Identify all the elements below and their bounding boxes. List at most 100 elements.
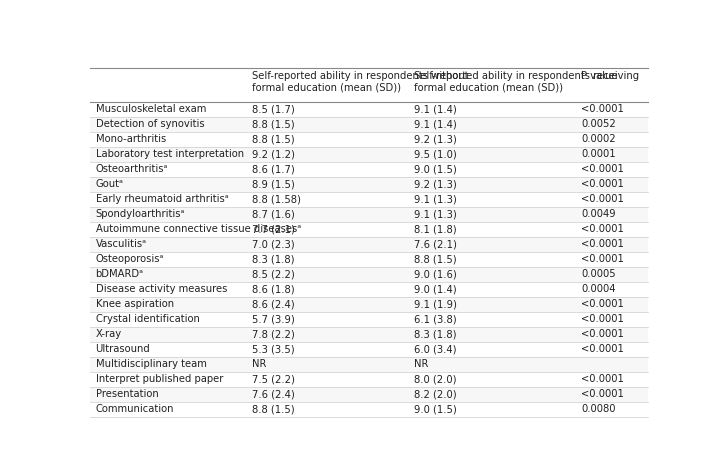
Bar xyxy=(90,221,648,237)
Text: 0.0001: 0.0001 xyxy=(581,149,616,159)
Text: 0.0004: 0.0004 xyxy=(581,284,616,294)
Bar xyxy=(90,191,648,207)
Text: 8.8 (1.5): 8.8 (1.5) xyxy=(252,134,294,144)
Bar xyxy=(90,371,648,387)
Text: 9.0 (1.5): 9.0 (1.5) xyxy=(413,164,456,174)
Text: 9.2 (1.3): 9.2 (1.3) xyxy=(413,179,456,189)
Text: 6.1 (3.8): 6.1 (3.8) xyxy=(413,314,456,324)
Text: 5.7 (3.9): 5.7 (3.9) xyxy=(252,314,294,324)
Text: 8.6 (1.7): 8.6 (1.7) xyxy=(252,164,294,174)
Bar xyxy=(90,117,648,132)
Text: 9.2 (1.2): 9.2 (1.2) xyxy=(252,149,294,159)
Text: 9.1 (1.4): 9.1 (1.4) xyxy=(413,119,456,129)
Text: 9.1 (1.3): 9.1 (1.3) xyxy=(413,209,456,219)
Text: Presentation: Presentation xyxy=(96,389,158,399)
Text: Disease activity measures: Disease activity measures xyxy=(96,284,227,294)
Text: 8.3 (1.8): 8.3 (1.8) xyxy=(252,254,294,264)
Text: <0.0001: <0.0001 xyxy=(581,389,624,399)
Bar xyxy=(90,401,648,417)
Bar xyxy=(90,147,648,162)
Text: P value: P value xyxy=(581,71,618,81)
Text: 9.1 (1.4): 9.1 (1.4) xyxy=(413,104,456,114)
Text: 8.3 (1.8): 8.3 (1.8) xyxy=(413,329,456,339)
Text: Goutᵃ: Goutᵃ xyxy=(96,179,124,189)
Text: 8.8 (1.5): 8.8 (1.5) xyxy=(252,404,294,414)
Text: X-ray: X-ray xyxy=(96,329,122,339)
Text: Multidisciplinary team: Multidisciplinary team xyxy=(96,359,207,369)
Bar xyxy=(90,237,648,252)
Text: 9.1 (1.3): 9.1 (1.3) xyxy=(413,194,456,204)
Text: 9.1 (1.9): 9.1 (1.9) xyxy=(413,299,456,309)
Text: <0.0001: <0.0001 xyxy=(581,314,624,324)
Text: Communication: Communication xyxy=(96,404,174,414)
Bar xyxy=(90,132,648,147)
Text: Self-reported ability in respondents without
formal education (mean (SD)): Self-reported ability in respondents wit… xyxy=(252,71,469,93)
Text: Detection of synovitis: Detection of synovitis xyxy=(96,119,204,129)
Text: <0.0001: <0.0001 xyxy=(581,194,624,204)
Text: 5.3 (3.5): 5.3 (3.5) xyxy=(252,344,294,354)
Text: Musculoskeletal exam: Musculoskeletal exam xyxy=(96,104,206,114)
Text: 8.0 (2.0): 8.0 (2.0) xyxy=(413,374,456,384)
Text: 8.6 (1.8): 8.6 (1.8) xyxy=(252,284,294,294)
Text: 7.8 (2.2): 7.8 (2.2) xyxy=(252,329,294,339)
Text: Spondyloarthritisᵃ: Spondyloarthritisᵃ xyxy=(96,209,185,219)
Text: <0.0001: <0.0001 xyxy=(581,179,624,189)
Text: Laboratory test interpretation: Laboratory test interpretation xyxy=(96,149,243,159)
Bar xyxy=(90,177,648,191)
Bar xyxy=(90,326,648,342)
Text: bDMARDᵃ: bDMARDᵃ xyxy=(96,269,144,279)
Text: Early rheumatoid arthritisᵃ: Early rheumatoid arthritisᵃ xyxy=(96,194,228,204)
Text: <0.0001: <0.0001 xyxy=(581,164,624,174)
Text: 9.5 (1.0): 9.5 (1.0) xyxy=(413,149,456,159)
Text: Osteoarthritisᵃ: Osteoarthritisᵃ xyxy=(96,164,168,174)
Bar xyxy=(90,387,648,401)
Text: 8.6 (2.4): 8.6 (2.4) xyxy=(252,299,294,309)
Text: 8.8 (1.58): 8.8 (1.58) xyxy=(252,194,301,204)
Text: 8.5 (2.2): 8.5 (2.2) xyxy=(252,269,294,279)
Text: Interpret published paper: Interpret published paper xyxy=(96,374,223,384)
Text: 0.0002: 0.0002 xyxy=(581,134,616,144)
Text: 0.0052: 0.0052 xyxy=(581,119,616,129)
Text: 7.5 (2.2): 7.5 (2.2) xyxy=(252,374,294,384)
Bar xyxy=(90,342,648,357)
Bar xyxy=(90,357,648,371)
Text: Ultrasound: Ultrasound xyxy=(96,344,150,354)
Text: 7.7 (2.1): 7.7 (2.1) xyxy=(252,224,294,234)
Text: <0.0001: <0.0001 xyxy=(581,224,624,234)
Text: 7.6 (2.4): 7.6 (2.4) xyxy=(252,389,294,399)
Text: 9.2 (1.3): 9.2 (1.3) xyxy=(413,134,456,144)
Text: <0.0001: <0.0001 xyxy=(581,329,624,339)
Text: 8.8 (1.5): 8.8 (1.5) xyxy=(252,119,294,129)
Text: 0.0049: 0.0049 xyxy=(581,209,616,219)
Text: 9.0 (1.5): 9.0 (1.5) xyxy=(413,404,456,414)
Text: Autoimmune connective tissue diseasesᵃ: Autoimmune connective tissue diseasesᵃ xyxy=(96,224,301,234)
Bar xyxy=(90,282,648,296)
Text: <0.0001: <0.0001 xyxy=(581,374,624,384)
Text: Osteoporosisᵃ: Osteoporosisᵃ xyxy=(96,254,164,264)
Text: <0.0001: <0.0001 xyxy=(581,344,624,354)
Text: <0.0001: <0.0001 xyxy=(581,239,624,249)
Text: 8.2 (2.0): 8.2 (2.0) xyxy=(413,389,456,399)
Text: 9.0 (1.6): 9.0 (1.6) xyxy=(413,269,456,279)
Text: Vasculitisᵃ: Vasculitisᵃ xyxy=(96,239,147,249)
Text: 6.0 (3.4): 6.0 (3.4) xyxy=(413,344,456,354)
Text: Self-reported ability in respondents receiving
formal education (mean (SD)): Self-reported ability in respondents rec… xyxy=(413,71,639,93)
Text: 9.0 (1.4): 9.0 (1.4) xyxy=(413,284,456,294)
Text: NR: NR xyxy=(413,359,428,369)
Bar xyxy=(90,162,648,177)
Bar xyxy=(90,312,648,326)
Bar xyxy=(90,266,648,282)
Text: 7.6 (2.1): 7.6 (2.1) xyxy=(413,239,456,249)
Text: 8.7 (1.6): 8.7 (1.6) xyxy=(252,209,294,219)
Bar xyxy=(90,252,648,266)
Bar xyxy=(90,207,648,222)
Text: NR: NR xyxy=(252,359,266,369)
Text: Knee aspiration: Knee aspiration xyxy=(96,299,174,309)
Text: 7.0 (2.3): 7.0 (2.3) xyxy=(252,239,294,249)
Text: <0.0001: <0.0001 xyxy=(581,104,624,114)
Text: 0.0005: 0.0005 xyxy=(581,269,616,279)
Text: 8.8 (1.5): 8.8 (1.5) xyxy=(413,254,456,264)
Text: 8.9 (1.5): 8.9 (1.5) xyxy=(252,179,294,189)
Text: Mono-arthritis: Mono-arthritis xyxy=(96,134,166,144)
Text: Crystal identification: Crystal identification xyxy=(96,314,199,324)
